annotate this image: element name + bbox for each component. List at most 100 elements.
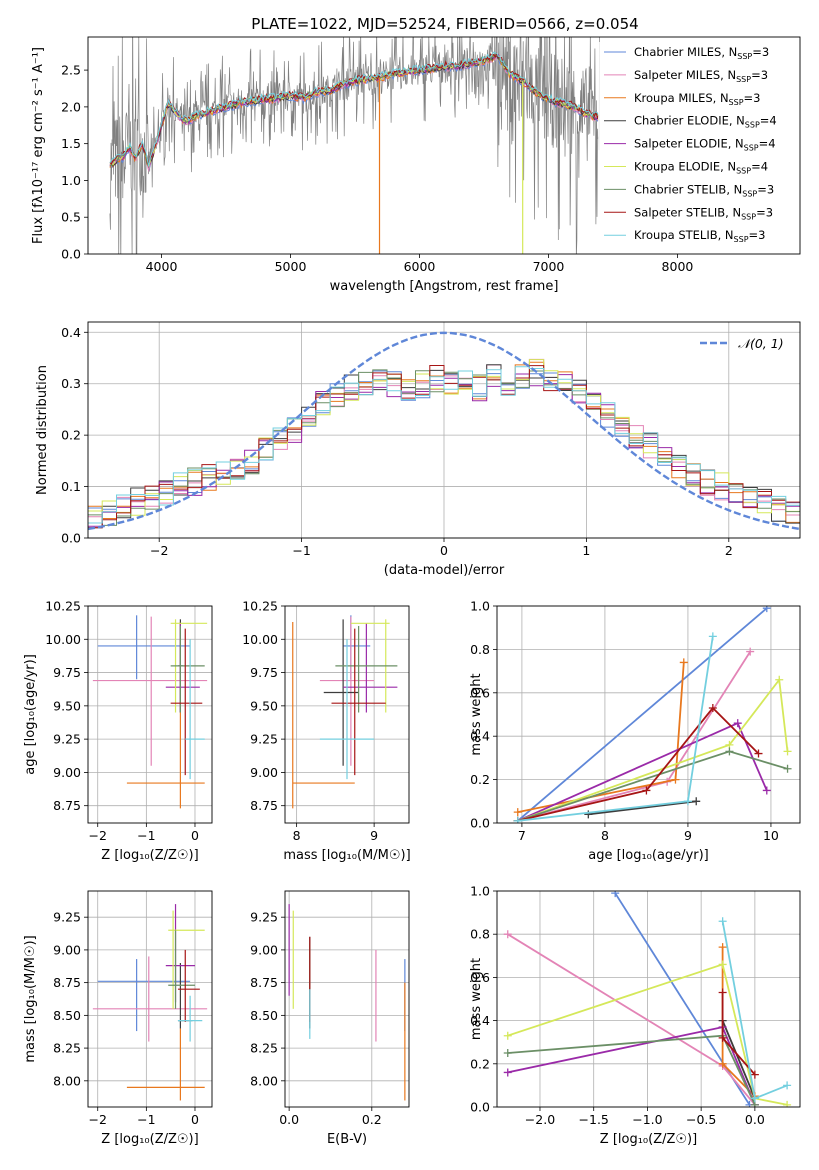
legend-label-count: =4 xyxy=(760,114,777,128)
y-tick-label: 8.25 xyxy=(53,1041,81,1056)
x-tick-label: 8000 xyxy=(662,259,694,274)
y-tick-label: 0.8 xyxy=(470,927,490,942)
y-tick-label: 0.1 xyxy=(61,479,81,494)
y-tick-label: 10.00 xyxy=(45,632,81,647)
y-tick-label: 0.2 xyxy=(470,772,490,787)
panel-weight_vs_Z: −2.0 −1.5 −1.0 −0.5 0.0 0.0 0.2 0.4 0.6 0.8 1.0 Z [… xyxy=(469,884,801,1147)
errorbar-salpeter_miles xyxy=(92,956,208,1042)
weight-marker xyxy=(718,1059,727,1068)
y-tick-label: 0.4 xyxy=(470,729,490,744)
y-tick-label: 8.00 xyxy=(250,1073,278,1088)
y-tick-label: 1.5 xyxy=(61,136,81,151)
weight-line xyxy=(721,1020,756,1099)
weight-lines-group xyxy=(513,606,792,823)
weight-marker xyxy=(783,1081,792,1090)
weight-series-salpeter_miles xyxy=(503,930,759,1107)
legend-label-sub: SSP xyxy=(737,52,752,61)
legend-label-salpeter_miles: Salpeter MILES, NSSP=3 xyxy=(634,68,768,84)
x-tick-label: −1.0 xyxy=(632,1112,662,1127)
axes-frame xyxy=(87,36,801,255)
weight-series-kroupa_stelib xyxy=(718,917,792,1103)
weight-marker xyxy=(783,747,792,756)
y-tick-label: 9.25 xyxy=(250,910,278,925)
weight-marker xyxy=(718,988,727,997)
legend-label-normal: 𝒩(0, 1) xyxy=(738,336,784,351)
x-tick-label: 8 xyxy=(293,828,301,843)
x-tick-label: 10 xyxy=(763,828,779,843)
y-tick-label: 9.50 xyxy=(250,698,278,713)
weight-marker xyxy=(503,930,512,939)
y-tick-label: 1.0 xyxy=(470,884,490,899)
x-tick-label: −2 xyxy=(150,543,168,558)
weight-marker xyxy=(692,797,701,806)
legend-label-kroupa_stelib: Kroupa STELIB, NSSP=3 xyxy=(634,228,765,244)
errorbars-group xyxy=(92,904,208,1101)
weight-marker xyxy=(513,816,522,823)
legend-label-kroupa_elodie: Kroupa ELODIE, NSSP=4 xyxy=(634,160,768,176)
weight-marker xyxy=(503,1068,512,1077)
x-axis-label: Z [log₁₀(Z/Z☉)] xyxy=(101,1132,198,1147)
legend-label-sub: SSP xyxy=(744,144,759,153)
weight-marker xyxy=(733,719,742,728)
x-tick-label: 0 xyxy=(440,543,448,558)
y-tick-label: 0.8 xyxy=(470,642,490,657)
model-kroupa_stelib xyxy=(109,51,600,167)
y-tick-label: 0.0 xyxy=(470,1100,490,1115)
weight-marker xyxy=(708,703,717,712)
model-salpeter_miles xyxy=(109,54,600,173)
panel-mass_vs_Z: −2 −1 0 8.00 8.25 8.50 8.75 9.00 9.25 Z [log₁₀(Z/… xyxy=(23,890,213,1147)
errorbar-kroupa_miles xyxy=(126,1028,205,1101)
y-tick-label: 10.25 xyxy=(45,599,81,614)
legend-label-salpeter_elodie: Salpeter ELODIE, NSSP=4 xyxy=(634,137,776,153)
weight-marker xyxy=(775,675,784,684)
errorbar-salpeter_elodie xyxy=(343,623,398,713)
y-tick-label: 0.6 xyxy=(470,970,490,985)
y-axis-label: Flux [fλ10⁻¹⁷ erg cm⁻² s⁻¹ A⁻¹] xyxy=(31,47,46,244)
y-tick-label: 9.00 xyxy=(53,765,81,780)
errorbar-kroupa_miles xyxy=(292,621,355,809)
weight-marker xyxy=(754,749,763,758)
y-tick-label: 8.50 xyxy=(53,1008,81,1023)
y-tick-label: 0.3 xyxy=(61,376,81,391)
x-axis-label: age [log₁₀(age/yr)] xyxy=(588,848,709,863)
legend-label-sub: SSP xyxy=(734,235,749,244)
axes-frame xyxy=(284,890,410,1108)
x-tick-label: −1.5 xyxy=(579,1112,609,1127)
errorbar-kroupa_elodie xyxy=(168,910,205,1009)
panel-spectrum: 4000 5000 6000 7000 8000 0.0 0.5 1.0 1.5 2.0 2.5 wa… xyxy=(31,36,801,294)
y-tick-label: 8.75 xyxy=(53,798,81,813)
x-tick-label: 7000 xyxy=(533,259,565,274)
y-tick-label: 8.25 xyxy=(250,1041,278,1056)
x-tick-label: 9 xyxy=(684,828,692,843)
x-tick-label: −2 xyxy=(89,828,107,843)
weight-marker xyxy=(683,797,692,806)
axes-frame xyxy=(87,890,213,1108)
legend-label-sub: SSP xyxy=(745,121,760,130)
y-tick-label: 0.0 xyxy=(470,816,490,831)
weight-line xyxy=(517,662,685,813)
weight-marker xyxy=(783,764,792,773)
weight-marker xyxy=(718,943,727,952)
errorbar-kroupa_stelib xyxy=(185,639,205,780)
y-tick-label: 8.75 xyxy=(250,975,278,990)
x-tick-label: 5000 xyxy=(275,259,307,274)
legend-label-kroupa_miles: Kroupa MILES, NSSP=3 xyxy=(634,91,760,107)
errorbars-group xyxy=(288,904,406,1101)
weight-marker xyxy=(718,1033,727,1042)
y-axis-label: Normed distribution xyxy=(35,365,50,495)
weight-marker xyxy=(671,775,680,784)
y-tick-label: 9.25 xyxy=(53,910,81,925)
y-tick-label: 8.00 xyxy=(53,1073,81,1088)
x-tick-label: 0.0 xyxy=(745,1112,765,1127)
weight-marker xyxy=(783,1100,792,1107)
x-tick-label: −2 xyxy=(89,1112,107,1127)
weight-lines-group xyxy=(503,891,792,1107)
errorbar-chabrier_stelib xyxy=(168,930,195,1009)
axes-frame xyxy=(87,605,213,824)
y-tick-label: 2.5 xyxy=(61,63,81,78)
legend-label-sub: SSP xyxy=(742,189,757,198)
legend-label-text: Salpeter MILES, N xyxy=(634,68,736,82)
y-tick-label: 1.0 xyxy=(470,599,490,614)
weight-marker xyxy=(725,747,734,756)
